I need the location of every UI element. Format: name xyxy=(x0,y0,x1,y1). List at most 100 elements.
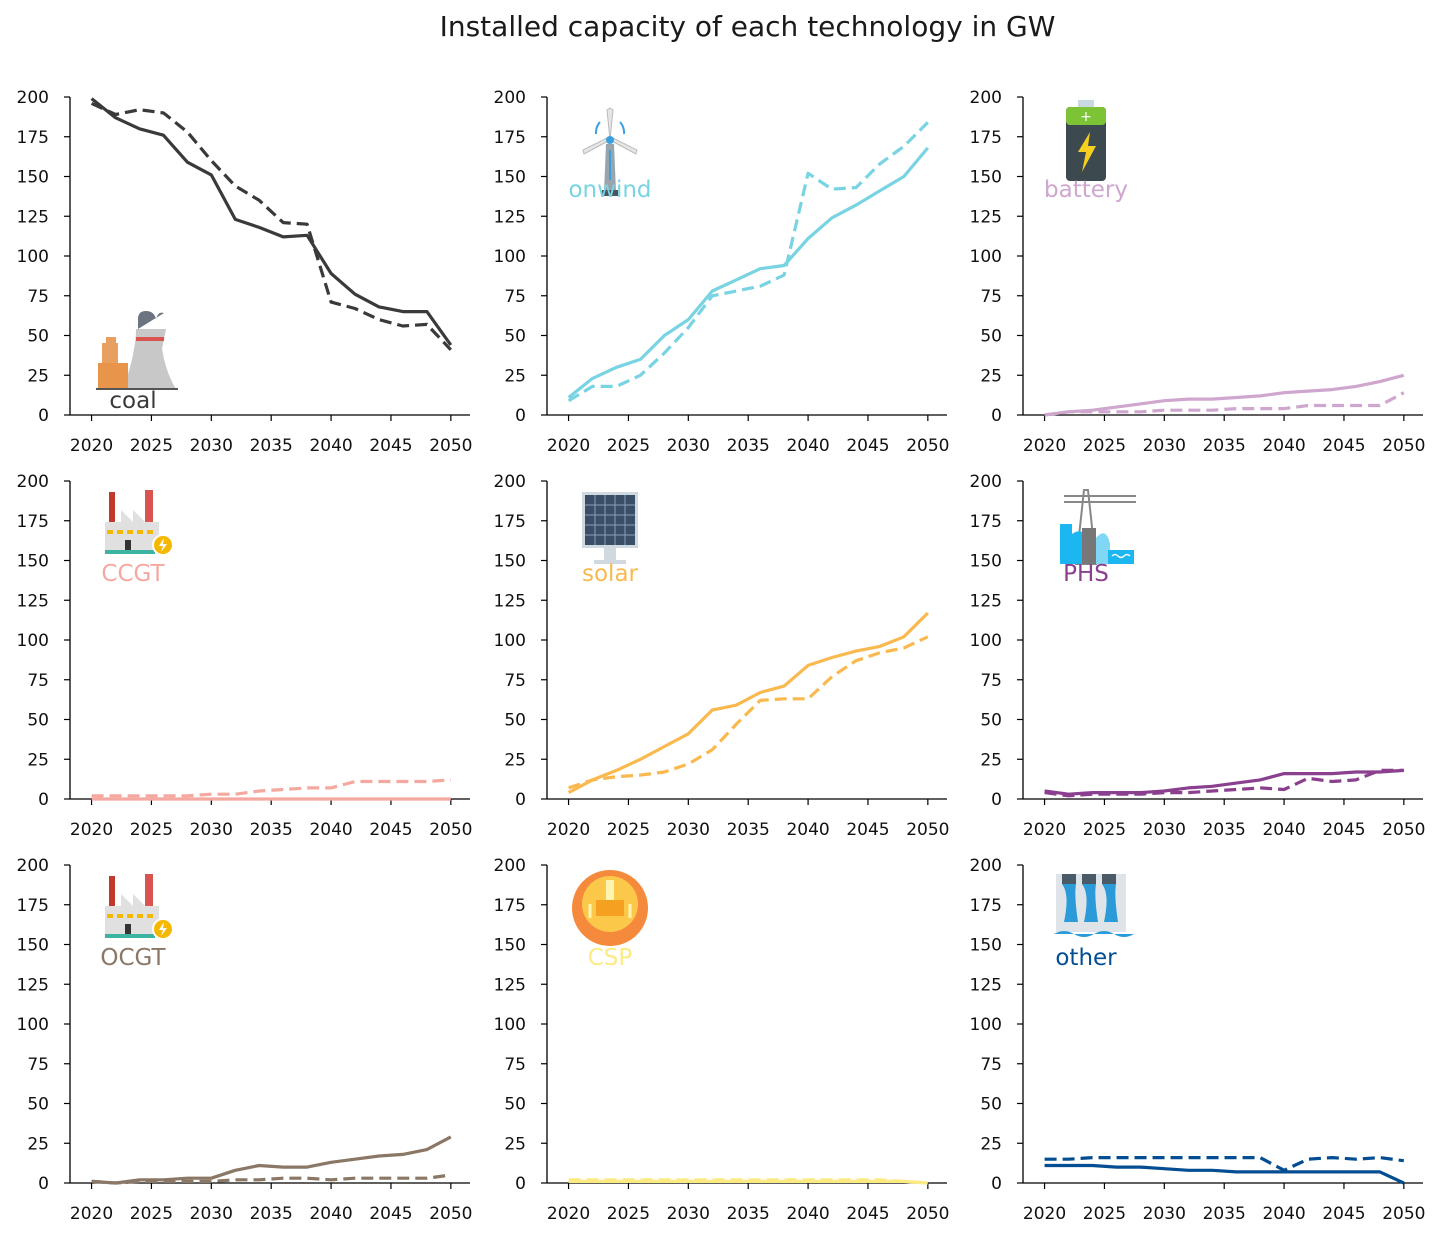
pumped-hydro-icon xyxy=(1060,489,1136,565)
panel-other: 0 25 50 75 100 125 150 175 200 2020 2025 2030 2035 20… xyxy=(970,856,1426,1224)
x-tick-label: 2020 xyxy=(547,436,590,456)
y-tick-label: 50 xyxy=(504,327,526,347)
y-tick-label: 200 xyxy=(494,88,526,108)
x-tick-label: 2050 xyxy=(906,436,949,456)
y-tick-label: 25 xyxy=(504,366,526,386)
x-tick-label: 2045 xyxy=(1322,820,1365,840)
series-line-coal-solid xyxy=(90,97,453,346)
y-tick-label: 150 xyxy=(17,552,49,572)
x-tick-label: 2040 xyxy=(309,1204,352,1224)
y-tick-label: 175 xyxy=(494,896,526,916)
x-tick-label: 2020 xyxy=(1023,820,1066,840)
y-tick-label: 75 xyxy=(504,671,526,691)
x-tick-label: 2035 xyxy=(1203,1204,1246,1224)
tech-label-coal: coal xyxy=(109,388,156,414)
tech-label-battery: battery xyxy=(1044,177,1128,203)
y-tick-label: 0 xyxy=(38,790,49,810)
x-tick-label: 2050 xyxy=(1382,436,1425,456)
y-tick-label: 150 xyxy=(970,936,1002,956)
y-tick-label: 100 xyxy=(494,247,526,267)
y-tick-label: 25 xyxy=(504,1134,526,1154)
y-tick-label: 75 xyxy=(980,287,1002,307)
tech-label-OCGT: OCGT xyxy=(100,945,166,971)
y-tick-label: 175 xyxy=(970,896,1002,916)
x-tick-label: 2040 xyxy=(786,1204,829,1224)
y-tick-label: 175 xyxy=(494,128,526,148)
tech-label-CCGT: CCGT xyxy=(101,561,165,587)
tech-label-PHS: PHS xyxy=(1063,561,1109,587)
tech-label-other: other xyxy=(1055,945,1117,971)
y-tick-label: 50 xyxy=(980,327,1002,347)
figure-title: Installed capacity of each technology in… xyxy=(439,10,1056,43)
power-plant-cooling-tower-icon xyxy=(96,311,178,390)
y-tick-label: 175 xyxy=(494,512,526,532)
x-tick-label: 2040 xyxy=(309,820,352,840)
y-tick-label: 75 xyxy=(27,1055,49,1075)
x-tick-label: 2040 xyxy=(309,436,352,456)
x-tick-label: 2025 xyxy=(607,436,650,456)
series-line-other-solid xyxy=(1044,1163,1405,1185)
y-tick-label: 0 xyxy=(515,1174,526,1194)
y-tick-label: 150 xyxy=(970,168,1002,188)
y-tick-label: 100 xyxy=(970,247,1002,267)
y-tick-label: 0 xyxy=(38,1174,49,1194)
y-tick-label: 50 xyxy=(980,711,1002,731)
x-tick-label: 2020 xyxy=(547,1204,590,1224)
y-tick-label: 175 xyxy=(17,128,49,148)
panel-CCGT: 0 25 50 75 100 125 150 175 200 2020 2025 2030 2035 20… xyxy=(17,472,473,840)
y-tick-label: 200 xyxy=(970,856,1002,876)
x-tick-label: 2045 xyxy=(846,1204,889,1224)
y-tick-label: 150 xyxy=(17,936,49,956)
y-tick-label: 175 xyxy=(970,128,1002,148)
y-tick-label: 50 xyxy=(27,327,49,347)
y-tick-label: 50 xyxy=(27,711,49,731)
x-tick-label: 2030 xyxy=(667,1204,710,1224)
y-tick-label: 75 xyxy=(980,1055,1002,1075)
panel-PHS: 0 25 50 75 100 125 150 175 200 2020 2025 2030 2035 20… xyxy=(970,472,1426,840)
x-tick-label: 2050 xyxy=(429,820,472,840)
series-line-CCGT-dashed xyxy=(91,778,451,798)
y-tick-label: 150 xyxy=(17,168,49,188)
y-tick-label: 0 xyxy=(515,406,526,426)
wind-turbine-icon xyxy=(582,107,638,196)
y-tick-label: 75 xyxy=(27,287,49,307)
y-tick-label: 200 xyxy=(970,88,1002,108)
y-tick-label: 125 xyxy=(494,591,526,611)
x-tick-label: 2030 xyxy=(190,820,233,840)
x-tick-label: 2045 xyxy=(369,1204,412,1224)
battery-icon: + xyxy=(1066,100,1106,181)
y-tick-label: 100 xyxy=(494,631,526,651)
y-tick-label: 125 xyxy=(970,975,1002,995)
y-tick-label: 0 xyxy=(991,790,1002,810)
series-line-coal-dashed xyxy=(90,101,452,351)
y-tick-label: 50 xyxy=(504,711,526,731)
x-tick-label: 2045 xyxy=(846,436,889,456)
x-tick-label: 2050 xyxy=(429,436,472,456)
panel-solar: 0 25 50 75 100 125 150 175 200 2020 2025 2030 2035 20… xyxy=(494,472,950,840)
series-line-onwind-solid xyxy=(567,146,930,399)
x-tick-label: 2045 xyxy=(1322,1204,1365,1224)
x-tick-label: 2050 xyxy=(1382,820,1425,840)
tech-label-CSP: CSP xyxy=(588,945,633,971)
y-tick-label: 200 xyxy=(17,856,49,876)
x-tick-label: 2025 xyxy=(130,436,173,456)
tech-label-solar: solar xyxy=(582,561,639,587)
y-tick-label: 75 xyxy=(27,671,49,691)
x-tick-label: 2040 xyxy=(1262,820,1305,840)
y-tick-label: 25 xyxy=(980,750,1002,770)
series-line-solar-solid xyxy=(567,611,929,795)
factory-icon xyxy=(105,490,174,556)
y-tick-label: 100 xyxy=(17,631,49,651)
x-tick-label: 2020 xyxy=(70,1204,113,1224)
y-tick-label: 175 xyxy=(17,512,49,532)
solar-panel-icon xyxy=(582,492,638,564)
x-tick-label: 2035 xyxy=(1203,820,1246,840)
x-tick-label: 2025 xyxy=(607,1204,650,1224)
y-tick-label: 25 xyxy=(27,1134,49,1154)
x-tick-label: 2040 xyxy=(1262,1204,1305,1224)
x-tick-label: 2020 xyxy=(70,436,113,456)
x-tick-label: 2035 xyxy=(727,436,770,456)
x-tick-label: 2025 xyxy=(1083,436,1126,456)
y-tick-label: 150 xyxy=(494,936,526,956)
